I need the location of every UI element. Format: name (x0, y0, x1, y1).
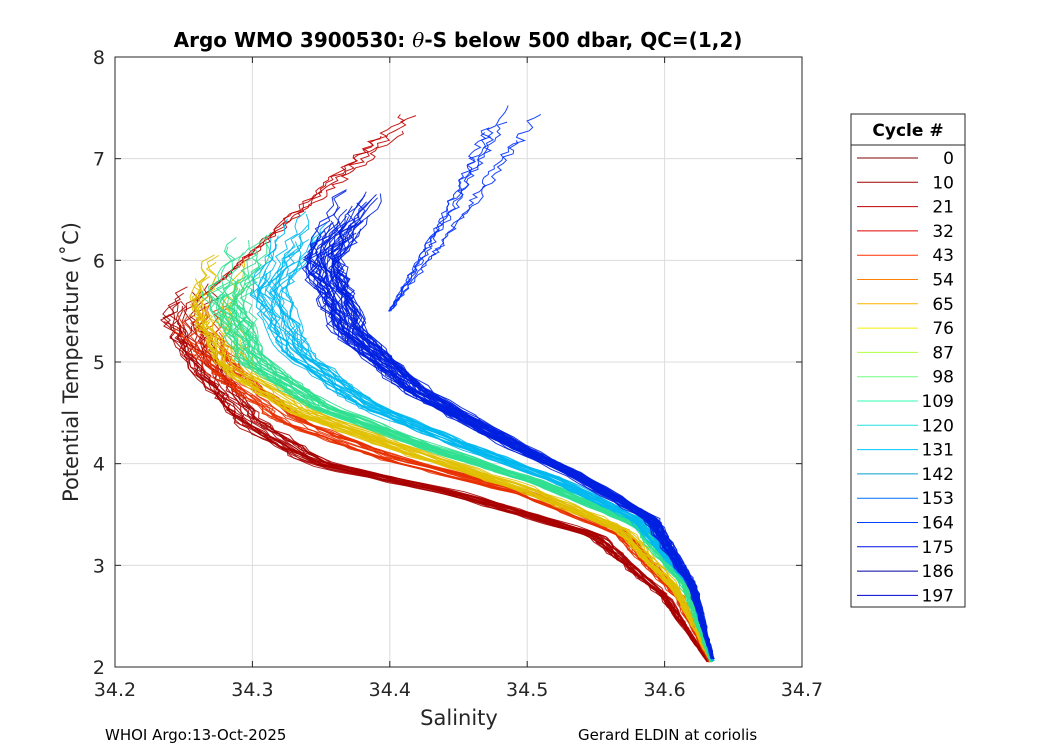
profile-line (388, 105, 509, 312)
legend-entry-label: 87 (932, 343, 954, 363)
x-tick-label: 34.7 (781, 679, 823, 701)
legend-entry-label: 153 (922, 489, 954, 509)
profile-line (195, 130, 404, 302)
legend-entry-label: 76 (932, 319, 954, 339)
chart-title-theta: θ (412, 28, 424, 52)
footer-right: Gerard ELDIN at coriolis (578, 726, 758, 744)
profile-line (162, 301, 711, 663)
profile-line (189, 340, 711, 663)
y-tick-label: 7 (93, 149, 105, 171)
y-axis-label: Potential Temperature (˚C) (59, 222, 83, 502)
profile-line (170, 335, 710, 663)
x-tick-label: 34.4 (369, 679, 411, 701)
chart-title: Argo WMO 3900530: θ-S below 500 dbar, QC… (174, 28, 743, 52)
legend-entry-label: 142 (922, 465, 954, 485)
legend-entry-label: 21 (932, 198, 954, 218)
legend-entry-label: 120 (922, 416, 954, 436)
legend-entry-label: 65 (932, 295, 954, 315)
profile-line (305, 190, 715, 660)
legend-entry-label: 131 (922, 441, 954, 461)
profile-line (205, 320, 712, 663)
legend-entry-label: 0 (943, 149, 954, 169)
x-tick-label: 34.3 (231, 679, 273, 701)
profile-line (388, 113, 542, 312)
profile-line (191, 278, 712, 663)
chart-title-main: Argo WMO 3900530: (174, 28, 406, 52)
profile-line (168, 314, 709, 663)
profile-line (219, 294, 713, 663)
legend-entry-label: 186 (922, 562, 954, 582)
profile-line (387, 140, 519, 312)
legend-title: Cycle # (872, 121, 943, 141)
profile-line (211, 305, 711, 663)
legend-box (850, 113, 966, 608)
profile-line (196, 321, 709, 663)
y-tick-label: 2 (93, 657, 105, 679)
x-tick-label: 34.6 (643, 679, 685, 701)
profile-line (388, 121, 508, 312)
profile-line (195, 135, 382, 302)
legend-entry-label: 98 (932, 368, 954, 388)
y-tick-label: 4 (93, 454, 105, 476)
profile-line (202, 291, 710, 663)
profile-line (210, 300, 712, 663)
axis-ticks: 34.2 34.3 34.4 34.5 34.6 34.7 2 3 4 5 6 7 8 (93, 47, 823, 701)
profile-line (219, 320, 713, 663)
profile-line (390, 127, 492, 312)
profile-line (319, 191, 715, 660)
y-tick-label: 8 (93, 47, 105, 69)
legend-entry-label: 164 (922, 514, 954, 534)
profile-line (277, 239, 713, 662)
footer-left: WHOI Argo:13-Oct-2025 (105, 726, 287, 744)
legend: Cycle # 0 10 21 32 43 54 65 76 87 98 109 120 131 142 1… (850, 113, 966, 608)
profile-line (189, 303, 713, 663)
y-tick-label: 5 (93, 352, 105, 374)
x-axis-label: Salinity (420, 706, 498, 730)
chart-title-rest: -S below 500 dbar, QC=(1,2) (424, 28, 742, 52)
legend-entry-label: 109 (922, 392, 954, 412)
x-tick-label: 34.5 (506, 679, 548, 701)
profile-line (269, 233, 713, 662)
legend-entry-label: 54 (932, 271, 954, 291)
profile-line (189, 314, 713, 663)
y-tick-label: 3 (93, 555, 105, 577)
legend-entry-label: 175 (922, 538, 954, 558)
legend-entry-label: 10 (932, 173, 954, 193)
profile-line (201, 291, 711, 663)
series-lines (159, 105, 715, 663)
legend-entry-label: 43 (932, 246, 954, 266)
profile-line (336, 220, 713, 660)
profile-line (163, 321, 709, 663)
legend-entry-label: 32 (932, 222, 954, 242)
profile-line (315, 206, 715, 660)
y-tick-label: 6 (93, 250, 105, 272)
profile-line (209, 317, 713, 663)
profile-line (196, 297, 713, 663)
x-tick-label: 34.2 (94, 679, 136, 701)
profile-line (303, 243, 714, 660)
legend-entry-label: 197 (922, 586, 954, 606)
